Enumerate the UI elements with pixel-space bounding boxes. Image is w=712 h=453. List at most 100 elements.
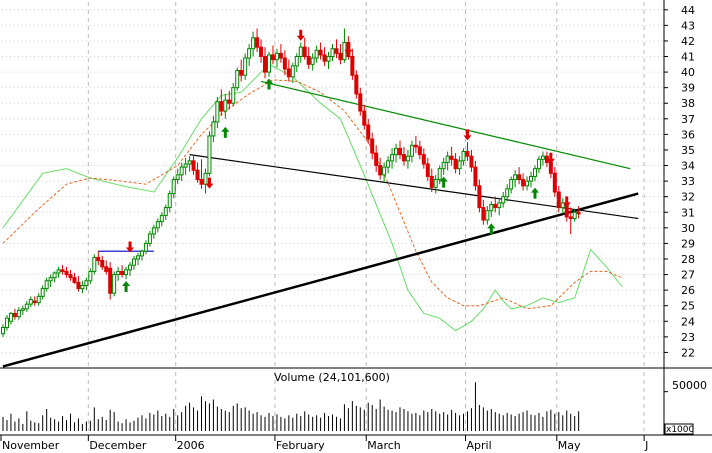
candle-body [56, 269, 61, 274]
candle-body [322, 54, 327, 62]
candle-body [116, 270, 121, 276]
candle-body [171, 179, 176, 195]
candle [147, 230, 152, 247]
candle-body [251, 37, 256, 50]
candle [219, 89, 224, 116]
volume-label: Volume (24,101,600) [274, 371, 390, 384]
candle-body [473, 166, 478, 187]
candle [270, 45, 275, 65]
candle-body [227, 99, 232, 104]
candle-body [405, 155, 410, 162]
candle [191, 154, 196, 175]
candle-body [294, 56, 299, 67]
candle [227, 90, 232, 110]
price-tick-label: 43 [681, 19, 695, 32]
candle-body [223, 99, 228, 112]
candle [477, 179, 482, 213]
candle [207, 131, 212, 177]
candle-body [560, 202, 565, 209]
candle [76, 276, 81, 292]
candle-body [143, 242, 148, 252]
candle-body [461, 151, 466, 162]
candle [290, 62, 295, 83]
price-tick-label: 37 [681, 113, 695, 126]
signal-arrow-up [439, 176, 448, 188]
candle-body [235, 70, 240, 89]
candle [100, 255, 105, 270]
candle [461, 148, 466, 166]
candle-body [548, 161, 553, 174]
candle-body [465, 151, 470, 157]
candle [401, 146, 406, 166]
candle [493, 196, 498, 213]
candle [171, 176, 176, 199]
candle [211, 115, 216, 143]
price-tick-label: 34 [681, 160, 695, 173]
moving-averages [2, 63, 623, 332]
candle [302, 37, 307, 60]
candle [56, 266, 61, 278]
candle-body [255, 37, 260, 48]
candle [88, 268, 93, 284]
candle [44, 277, 49, 292]
candle [529, 171, 534, 188]
price-tick-label: 23 [681, 331, 695, 344]
candle [306, 47, 311, 69]
candle-body [394, 147, 399, 156]
candle-body [263, 56, 268, 73]
candle-body [521, 179, 526, 187]
candle-body [298, 46, 303, 58]
date-label: May [558, 439, 581, 452]
candle-body [509, 179, 514, 190]
axes [0, 0, 712, 441]
candle [378, 157, 383, 180]
candle [139, 249, 144, 261]
price-tick-label: 36 [681, 128, 695, 141]
candle [32, 296, 37, 306]
volume-tick-label: 50000 [672, 379, 707, 392]
candle [68, 269, 73, 281]
candle [12, 308, 17, 320]
candle [278, 44, 283, 63]
candle-body [48, 277, 53, 282]
candle [465, 142, 470, 161]
signal-arrow-down [205, 177, 214, 189]
price-tick-label: 26 [681, 284, 695, 297]
candle [485, 206, 490, 225]
candle-body [449, 155, 454, 160]
candle-body [334, 48, 339, 54]
candle [28, 296, 33, 308]
candle [501, 192, 506, 208]
candle [112, 271, 117, 297]
candle-body [532, 168, 537, 177]
candle [334, 39, 339, 59]
candle-body [572, 211, 577, 219]
candle-body [529, 175, 534, 182]
candle-body [362, 110, 367, 126]
candle [413, 135, 418, 154]
candle-body [195, 169, 200, 181]
candle-body [517, 174, 522, 181]
candle-body [120, 270, 125, 276]
candle [251, 31, 256, 57]
price-tick-label: 35 [681, 144, 695, 157]
candle [330, 44, 335, 62]
date-label: November [2, 439, 60, 452]
candle-body [183, 163, 188, 168]
candle [179, 162, 184, 182]
candle-body [282, 57, 287, 70]
candle [326, 51, 331, 69]
candle [4, 315, 9, 331]
candle-body [96, 256, 101, 262]
candle-body [326, 56, 331, 62]
candle [473, 160, 478, 191]
candle-body [32, 300, 37, 304]
candle [390, 148, 395, 169]
candle-body [191, 160, 196, 171]
candle-body [358, 93, 363, 112]
candle-body [20, 308, 25, 311]
price-tick-label: 31 [681, 206, 695, 219]
price-tick-label: 24 [681, 315, 695, 328]
price-tick-labels: 22 23 24 25 26 27 28 29 30 31 32 33 34 35 36 37 38 39 40 41… [681, 4, 695, 360]
candle [481, 199, 486, 225]
